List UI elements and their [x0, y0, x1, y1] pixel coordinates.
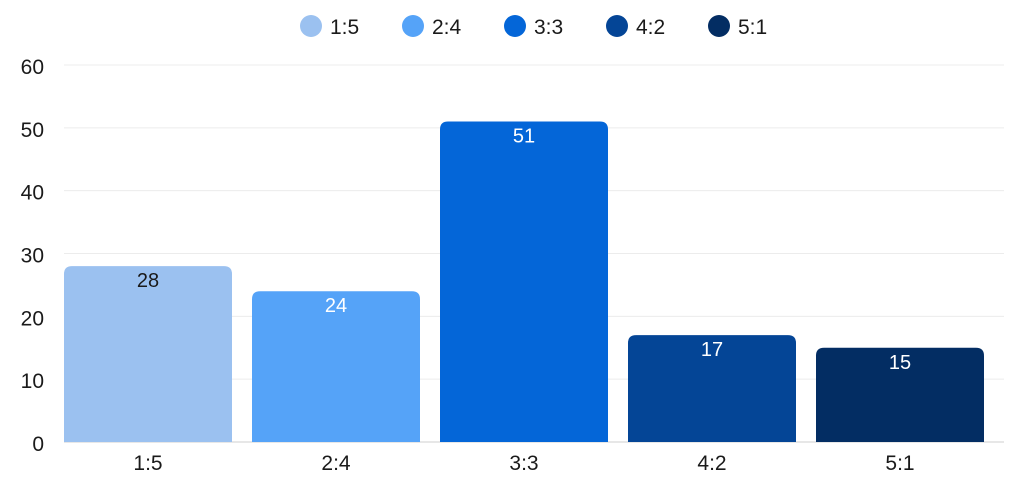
- legend-item[interactable]: 5:1: [708, 15, 767, 39]
- y-tick-label: 60: [21, 56, 44, 79]
- bar-3-3: [440, 121, 608, 443]
- legend-item[interactable]: 2:4: [402, 15, 462, 39]
- y-tick-label: 10: [21, 370, 44, 393]
- x-axis-ticks: 1:5 2:4 3:3 4:2 5:1: [133, 452, 914, 475]
- legend-label: 3:3: [534, 16, 563, 39]
- x-tick-label: 1:5: [133, 452, 162, 475]
- y-tick-label: 30: [21, 245, 44, 268]
- bar-1-5: [64, 266, 232, 442]
- bar-5-1: [816, 347, 984, 442]
- bar-value-label: 15: [889, 352, 911, 374]
- legend-marker: [606, 15, 628, 37]
- y-tick-label: 0: [32, 433, 44, 456]
- legend-item[interactable]: 4:2: [606, 15, 665, 39]
- y-tick-label: 50: [21, 119, 44, 142]
- y-tick-label: 20: [21, 307, 44, 330]
- legend-label: 2:4: [432, 16, 462, 39]
- x-tick-label: 3:3: [509, 452, 538, 475]
- y-axis-ticks: 0 10 20 30 40 50 60: [21, 56, 44, 456]
- bar-value-label: 28: [137, 270, 159, 292]
- legend-label: 5:1: [738, 16, 767, 39]
- legend-item[interactable]: 1:5: [300, 15, 359, 39]
- legend-marker: [504, 15, 526, 37]
- legend-marker: [300, 15, 322, 37]
- legend-marker: [708, 15, 730, 37]
- x-tick-label: 4:2: [697, 452, 726, 475]
- bar-value-label: 17: [701, 339, 723, 361]
- legend: 1:5 2:4 3:3 4:2 5:1: [300, 15, 767, 39]
- y-tick-label: 40: [21, 182, 44, 205]
- x-tick-label: 5:1: [885, 452, 914, 475]
- legend-marker: [402, 15, 424, 37]
- legend-label: 1:5: [330, 16, 359, 39]
- bar-4-2: [628, 335, 796, 442]
- legend-label: 4:2: [636, 16, 665, 39]
- x-tick-label: 2:4: [321, 452, 351, 475]
- bar-value-label: 51: [513, 126, 535, 148]
- bar-2-4: [252, 291, 420, 442]
- bar-value-label: 24: [325, 295, 347, 317]
- legend-item[interactable]: 3:3: [504, 15, 563, 39]
- bars: 28 24 51 17 15: [64, 121, 984, 443]
